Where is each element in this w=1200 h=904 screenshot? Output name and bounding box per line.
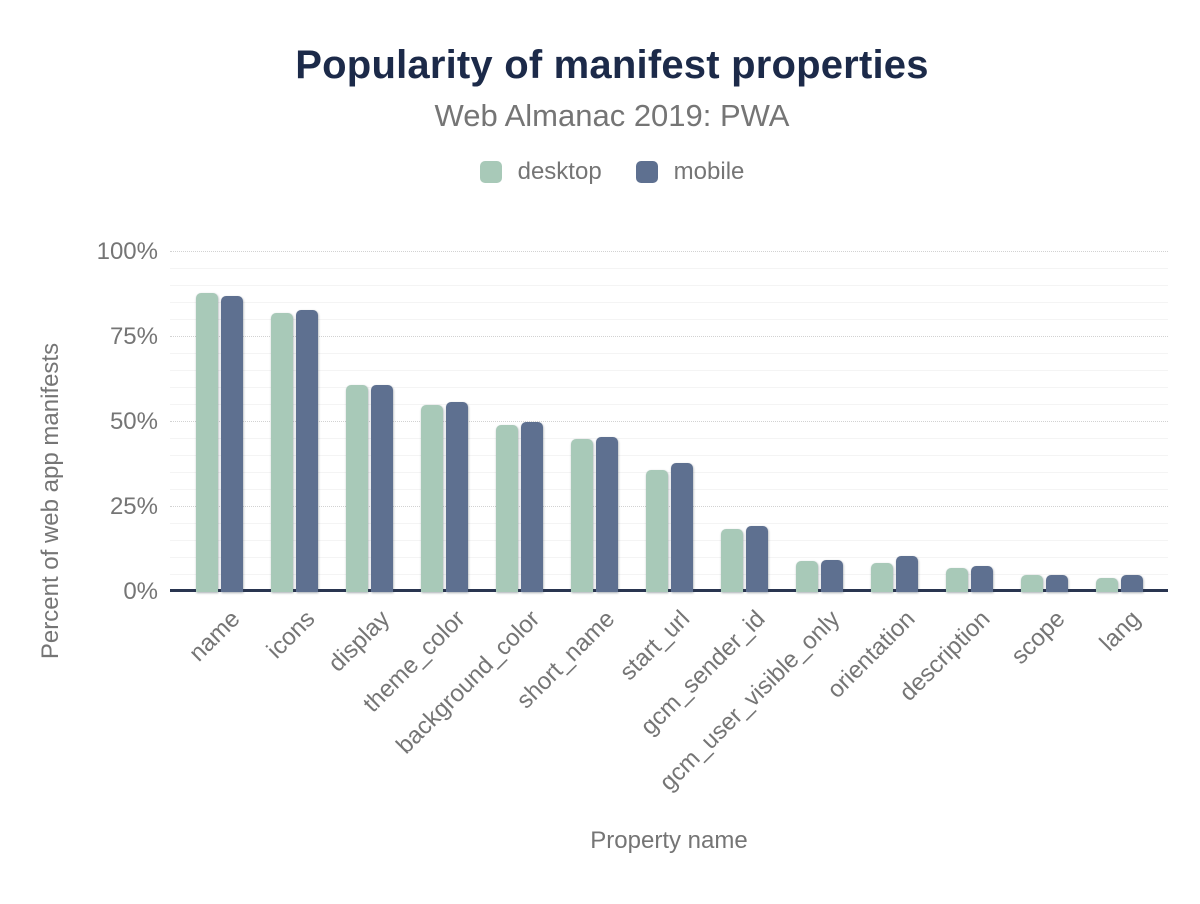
y-tick-label: 100% — [96, 237, 158, 265]
legend-label-mobile: mobile — [673, 158, 745, 185]
bar-mobile-orientation[interactable] — [896, 556, 918, 592]
bar-mobile-icons[interactable] — [296, 310, 318, 592]
x-tick-label: start_url — [614, 605, 696, 686]
x-tick-label: scope — [1006, 605, 1071, 670]
y-tick-label: 25% — [109, 492, 158, 520]
x-axis-line — [170, 589, 1168, 592]
legend-item-mobile[interactable]: mobile — [635, 158, 745, 185]
x-tick-label: orientation — [822, 605, 921, 704]
bar-mobile-name[interactable] — [221, 296, 243, 592]
bar-desktop-theme_color[interactable] — [421, 405, 443, 592]
x-tick-label: icons — [261, 605, 321, 665]
bar-desktop-gcm_user_visible_only[interactable] — [796, 561, 818, 592]
gridline-minor — [170, 522, 1168, 524]
legend-label-desktop: desktop — [517, 158, 602, 185]
bar-desktop-short_name[interactable] — [571, 439, 593, 592]
bar-desktop-orientation[interactable] — [871, 563, 893, 592]
gridline-major — [170, 505, 1168, 507]
x-tick-label: background_color — [391, 605, 546, 760]
gridline-minor — [170, 454, 1168, 456]
legend-item-desktop[interactable]: desktop — [479, 158, 602, 185]
bar-mobile-description[interactable] — [971, 566, 993, 592]
gridline-minor — [170, 352, 1168, 354]
chart-title: Popularity of manifest properties — [295, 43, 929, 87]
bar-mobile-display[interactable] — [371, 385, 393, 592]
bar-mobile-short_name[interactable] — [596, 437, 618, 592]
gridline-minor — [170, 471, 1168, 473]
legend-swatch-desktop — [479, 161, 502, 183]
x-tick-label: theme_color — [357, 605, 471, 718]
gridline-minor — [170, 386, 1168, 388]
bar-mobile-lang[interactable] — [1121, 575, 1143, 592]
y-tick-label: 50% — [109, 407, 158, 435]
bar-mobile-gcm_sender_id[interactable] — [746, 526, 768, 592]
bar-desktop-description[interactable] — [946, 568, 968, 592]
bar-mobile-start_url[interactable] — [671, 463, 693, 592]
plot-area — [170, 250, 1168, 592]
gridline-minor — [170, 267, 1168, 269]
x-tick-label: lang — [1094, 605, 1146, 657]
gridline-major — [170, 420, 1168, 422]
bar-mobile-background_color[interactable] — [521, 422, 543, 592]
bar-mobile-gcm_user_visible_only[interactable] — [821, 560, 843, 592]
x-tick-label: gcm_sender_id — [635, 605, 771, 741]
bar-desktop-display[interactable] — [346, 385, 368, 592]
legend-swatch-mobile — [635, 161, 658, 183]
chart-header: Popularity of manifest properties Web Al… — [0, 0, 1200, 188]
gridline-minor — [170, 403, 1168, 405]
x-tick-label: gcm_user_visible_only — [654, 605, 846, 797]
y-tick-label: 0% — [123, 577, 158, 605]
bar-desktop-background_color[interactable] — [496, 425, 518, 592]
bar-desktop-name[interactable] — [196, 293, 218, 592]
bar-desktop-gcm_sender_id[interactable] — [721, 529, 743, 592]
gridline-minor — [170, 437, 1168, 439]
chart-subtitle: Web Almanac 2019: PWA — [434, 98, 790, 133]
gridline-minor — [170, 488, 1168, 490]
x-axis-title: Property name — [590, 827, 748, 854]
bar-desktop-icons[interactable] — [271, 313, 293, 592]
gridline-minor — [170, 556, 1168, 558]
y-axis-ticks: 0% 25% 50% 75% 100% — [0, 0, 158, 904]
bar-mobile-theme_color[interactable] — [446, 402, 468, 592]
bar-desktop-scope[interactable] — [1021, 575, 1043, 592]
gridline-major — [170, 250, 1168, 252]
x-tick-label: description — [894, 605, 996, 707]
x-tick-label: display — [323, 605, 396, 678]
bar-desktop-start_url[interactable] — [646, 470, 668, 592]
bar-mobile-scope[interactable] — [1046, 575, 1068, 592]
x-tick-label: name — [183, 605, 246, 667]
gridline-minor — [170, 284, 1168, 286]
gridline-minor — [170, 369, 1168, 371]
x-tick-label: short_name — [511, 605, 621, 715]
y-tick-label: 75% — [109, 322, 158, 350]
legend: desktop mobile — [479, 158, 745, 185]
gridline-minor — [170, 301, 1168, 303]
gridline-minor — [170, 539, 1168, 541]
gridline-major — [170, 335, 1168, 337]
gridline-minor — [170, 318, 1168, 320]
bar-desktop-lang[interactable] — [1096, 578, 1118, 592]
gridline-minor — [170, 573, 1168, 575]
